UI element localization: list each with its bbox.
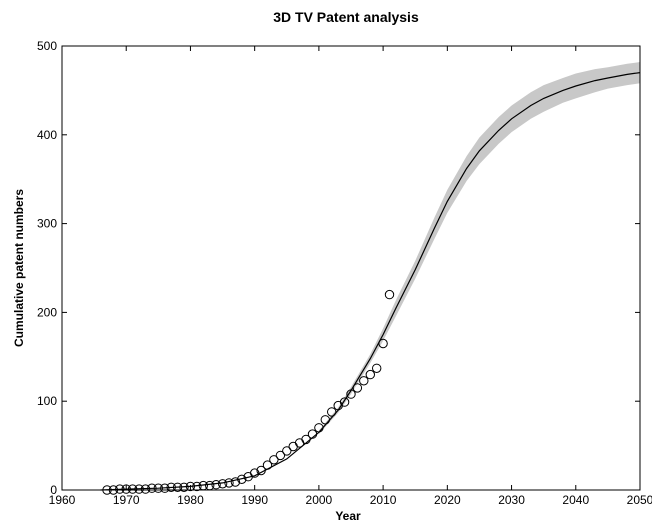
- data-point: [134, 484, 144, 494]
- data-point: [153, 483, 164, 493]
- data-point: [352, 383, 363, 393]
- y-tick-label: 500: [37, 39, 57, 53]
- data-point: [314, 423, 324, 433]
- x-tick-label: 2020: [434, 493, 461, 507]
- data-point: [269, 455, 279, 465]
- data-point: [294, 438, 305, 448]
- data-point: [192, 481, 202, 492]
- chart-title: 3D TV Patent analysis: [273, 9, 419, 25]
- data-point: [179, 482, 189, 492]
- data-point: [224, 478, 234, 488]
- data-point: [211, 480, 221, 490]
- x-tick-label: 2000: [306, 493, 333, 507]
- y-axis-label: Cumulative patent numbers: [12, 189, 26, 347]
- data-point: [166, 482, 176, 492]
- x-tick-label: 1970: [113, 493, 140, 507]
- y-tick-label: 300: [37, 217, 57, 231]
- fit-curve: [100, 72, 641, 491]
- plot-frame: [61, 45, 641, 491]
- data-point: [346, 389, 356, 399]
- data-point: [365, 369, 375, 380]
- data-point: [237, 474, 247, 484]
- data-point: [127, 484, 138, 494]
- x-tick-label: 2010: [370, 493, 397, 507]
- data-point: [172, 482, 183, 492]
- y-tick-label: 400: [37, 128, 57, 142]
- data-point: [327, 407, 337, 417]
- y-tick-label: 200: [37, 305, 57, 319]
- x-tick-label: 2050: [627, 493, 652, 507]
- x-tick-label: 2040: [562, 493, 589, 507]
- data-point: [275, 450, 286, 461]
- data-point: [185, 481, 196, 492]
- data-point: [378, 338, 388, 349]
- data-point: [256, 465, 266, 476]
- data-point: [339, 397, 350, 407]
- data-point: [115, 484, 125, 494]
- data-point: [307, 429, 318, 439]
- data-point: [217, 479, 228, 489]
- data-point: [160, 483, 170, 493]
- data-point: [147, 483, 157, 493]
- data-point: [301, 434, 311, 445]
- data-point: [384, 289, 395, 300]
- x-axis-label: Year: [335, 509, 361, 521]
- data-point: [320, 415, 330, 425]
- y-tick-label: 100: [37, 394, 57, 408]
- data-point: [282, 446, 292, 456]
- x-tick-label: 2030: [498, 493, 525, 507]
- observed-points-layer: [102, 289, 395, 495]
- data-point: [140, 484, 151, 494]
- x-tick-label: 1990: [241, 493, 268, 507]
- y-tick-label: 0: [50, 483, 57, 497]
- x-tick-label: 1960: [49, 493, 76, 507]
- data-point: [121, 484, 131, 494]
- data-point: [230, 477, 241, 487]
- data-point: [359, 376, 369, 386]
- axis-ticks-layer: 1960 1970 1980 1990 2000 2010 2020 2030 2040 2050…: [37, 39, 652, 507]
- fit-line-layer: [100, 72, 641, 491]
- data-point: [250, 468, 260, 478]
- x-tick-label: 1980: [177, 493, 204, 507]
- data-point: [262, 460, 273, 470]
- data-point: [288, 441, 298, 452]
- data-point: [372, 363, 382, 373]
